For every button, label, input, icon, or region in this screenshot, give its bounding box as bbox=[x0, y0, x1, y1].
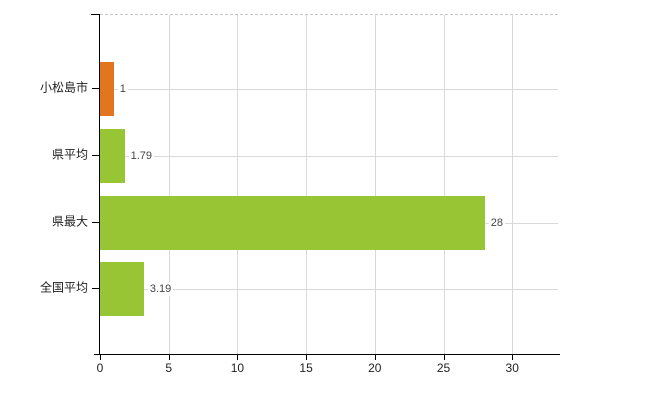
y-axis-tick bbox=[92, 88, 100, 90]
x-axis-tick-label: 30 bbox=[505, 361, 519, 375]
x-axis-tick bbox=[100, 355, 101, 360]
bar-value-label: 28 bbox=[488, 215, 505, 230]
category-label-県最大: 県最大 bbox=[51, 214, 88, 229]
y-axis-line bbox=[99, 14, 100, 355]
category-gridline bbox=[100, 289, 558, 291]
x-axis-tick bbox=[374, 355, 376, 360]
y-axis-tick bbox=[92, 154, 100, 156]
x-axis-tick-label: 10 bbox=[230, 361, 245, 375]
category-gridline bbox=[100, 155, 558, 157]
vertical-gridline bbox=[374, 15, 376, 354]
category-label-県平均: 県平均 bbox=[51, 147, 88, 162]
plot-area: 1 1.79 28 3.19 bbox=[100, 14, 558, 354]
x-axis-line bbox=[94, 354, 560, 355]
vertical-gridline bbox=[443, 15, 445, 354]
vertical-gridline bbox=[168, 15, 170, 354]
category-label-小松島市: 小松島市 bbox=[39, 80, 88, 95]
bar-県平均 bbox=[100, 128, 125, 183]
x-axis-tick bbox=[168, 355, 170, 360]
bar-value-label: 1 bbox=[117, 82, 128, 97]
x-axis-tick bbox=[443, 355, 445, 360]
vertical-gridline bbox=[237, 15, 239, 354]
category-gridline bbox=[100, 89, 558, 91]
bar-value-label: 3.19 bbox=[147, 282, 174, 297]
y-axis-tick bbox=[92, 221, 100, 223]
x-axis-tick-label: 15 bbox=[299, 361, 313, 375]
x-axis-tick-label: 5 bbox=[165, 361, 173, 375]
x-axis-tick bbox=[237, 355, 239, 360]
bar-value-label: 1.79 bbox=[128, 148, 155, 163]
category-label-全国平均: 全国平均 bbox=[39, 280, 88, 295]
y-axis-top-tick bbox=[91, 14, 100, 15]
vertical-gridline bbox=[306, 15, 308, 354]
bar-県最大 bbox=[100, 195, 485, 250]
vertical-gridline bbox=[512, 15, 514, 354]
y-axis-tick bbox=[92, 288, 100, 290]
x-axis-tick-label: 20 bbox=[368, 361, 382, 375]
x-axis-tick-label: 25 bbox=[436, 361, 451, 375]
bar-全国平均 bbox=[100, 262, 144, 317]
x-axis-tick-label: 0 bbox=[96, 361, 104, 375]
x-axis-tick bbox=[512, 355, 514, 360]
x-axis-tick bbox=[306, 355, 308, 360]
bar-小松島市 bbox=[100, 62, 114, 117]
